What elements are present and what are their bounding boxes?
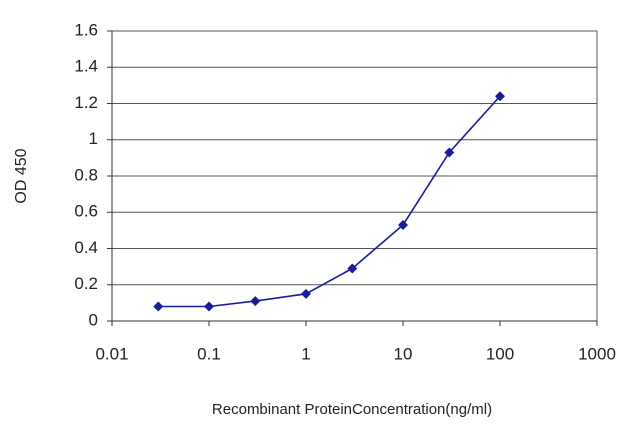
data-point [204,301,214,312]
y-tick-label: 1.6 [74,20,98,39]
y-tick-label: 0.2 [74,274,98,293]
y-tick-label: 1 [89,129,98,148]
data-point [301,288,311,299]
y-tick-label: 1.4 [74,57,98,76]
y-tick-label: 0.6 [74,202,98,221]
x-tick-label: 10 [394,344,413,363]
series-line [158,95,501,308]
data-point [495,91,505,102]
data-point [153,301,164,312]
y-tick-label: 0.4 [74,238,98,257]
data-point [444,147,455,158]
y-tick-label: 1.2 [74,93,98,112]
x-axis-label: Recombinant ProteinConcentration(ng/ml) [212,401,492,418]
y-axis-label: OD 450 [13,148,30,203]
y-tick-label: 0 [89,310,98,329]
x-tick-label: 0.01 [95,344,128,363]
data-point [398,219,408,230]
x-tick-label: 1 [301,344,310,363]
x-tick-label: 0.1 [197,344,221,363]
y-tick-label: 0.8 [74,165,98,184]
data-point [250,296,261,307]
data-point [347,263,358,274]
x-tick-label: 100 [486,344,514,363]
x-tick-label: 1000 [578,344,616,363]
